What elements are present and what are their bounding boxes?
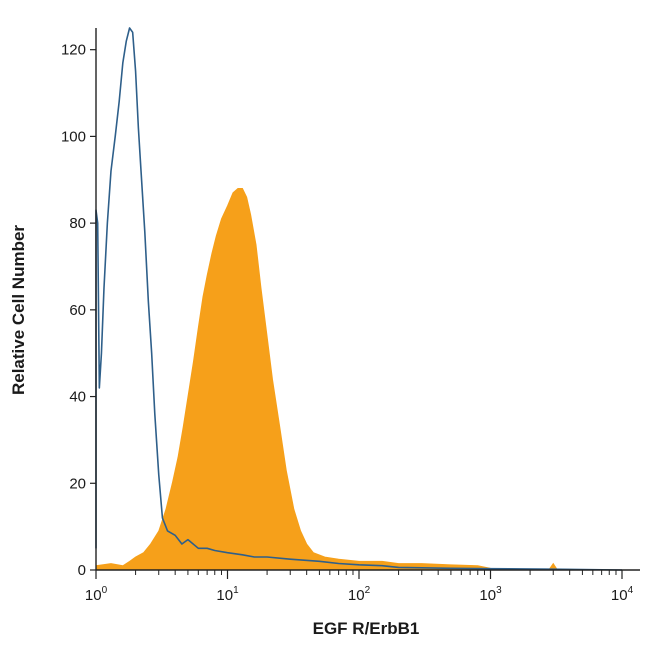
x-axis-title: EGF R/ErbB1 [313,619,420,638]
plot-marks [95,27,623,571]
y-axis-title: Relative Cell Number [9,225,28,395]
x-tick-label: 103 [479,585,502,604]
y-tick-label: 20 [69,475,86,492]
y-tick-label: 120 [61,42,86,59]
y-ticks: 0 20 40 60 80 100 120 [61,42,96,579]
x-ticks: 100 101 102 103 104 [85,570,634,604]
series-1-filled-histogram [95,188,623,571]
y-tick-label: 60 [69,302,86,319]
y-tick-label: 40 [69,389,86,406]
axes [95,28,640,571]
y-tick-label: 80 [69,215,86,232]
x-tick-label: 102 [348,585,371,604]
y-tick-label: 0 [78,562,86,579]
series-0-outline-histogram [95,27,623,571]
y-tick-label: 100 [61,128,86,145]
x-tick-label: 101 [216,585,239,604]
x-tick-label: 104 [611,585,634,604]
x-tick-label: 100 [85,585,108,604]
